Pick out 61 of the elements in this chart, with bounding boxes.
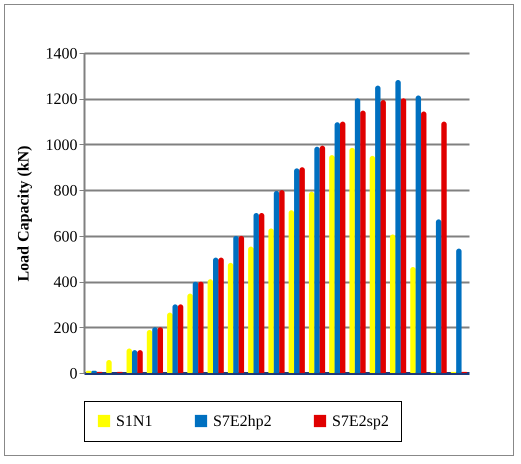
bar: [456, 248, 462, 373]
bar: [320, 146, 326, 373]
bar: [248, 246, 254, 373]
bar: [126, 348, 132, 373]
bar: [294, 168, 300, 373]
bar: [380, 100, 386, 373]
bar: [198, 282, 204, 373]
legend-label: S7E2hp2: [213, 413, 272, 430]
bar: [268, 228, 274, 373]
bar: [314, 146, 320, 373]
bar: [258, 213, 264, 373]
bar: [329, 155, 335, 373]
bar: [349, 148, 355, 373]
bar: [279, 190, 285, 373]
y-tick-label: 800: [54, 182, 78, 200]
y-tick-label: 600: [54, 228, 78, 246]
bar: [208, 279, 214, 373]
y-tick-label: 200: [54, 320, 78, 337]
legend-label: S7E2sp2: [332, 413, 389, 430]
bar: [288, 210, 294, 373]
bar: [390, 234, 396, 373]
bar: [158, 327, 164, 373]
bar: [254, 213, 259, 373]
bar: [228, 262, 234, 373]
bar: [334, 122, 340, 373]
bar: [400, 98, 406, 373]
bar: [354, 98, 360, 373]
bar: [360, 110, 366, 373]
y-tick-label: 1200: [46, 91, 78, 108]
bar: [137, 350, 143, 373]
bar: [146, 330, 152, 373]
bar: [340, 122, 346, 373]
bar: [274, 191, 280, 373]
bar: [238, 236, 244, 373]
bar: [152, 327, 158, 373]
bar: [167, 312, 172, 373]
y-tick-label: 0: [70, 366, 78, 382]
y-tick-label: 1400: [46, 46, 78, 62]
bar: [218, 258, 224, 373]
y-tick-label: 1000: [46, 136, 78, 154]
bar: [410, 266, 416, 373]
bar: [233, 236, 239, 373]
bar: [106, 360, 112, 373]
y-tick-label: 400: [54, 274, 78, 292]
bar: [187, 294, 193, 373]
bar: [395, 80, 401, 373]
bar: [192, 282, 198, 373]
bar: [370, 156, 376, 373]
bar: [308, 192, 314, 373]
legend-label: S1N1: [116, 413, 152, 430]
y-axis-title: Load Capacity (kN): [16, 145, 32, 282]
bar: [436, 219, 442, 373]
bar: [441, 122, 447, 373]
bar: [172, 304, 178, 373]
bar: [178, 304, 184, 373]
bar: [213, 258, 218, 373]
bar: [132, 350, 138, 373]
bar: [416, 96, 422, 373]
bar: [375, 86, 381, 373]
bar: [299, 167, 305, 373]
bar: [421, 112, 426, 373]
